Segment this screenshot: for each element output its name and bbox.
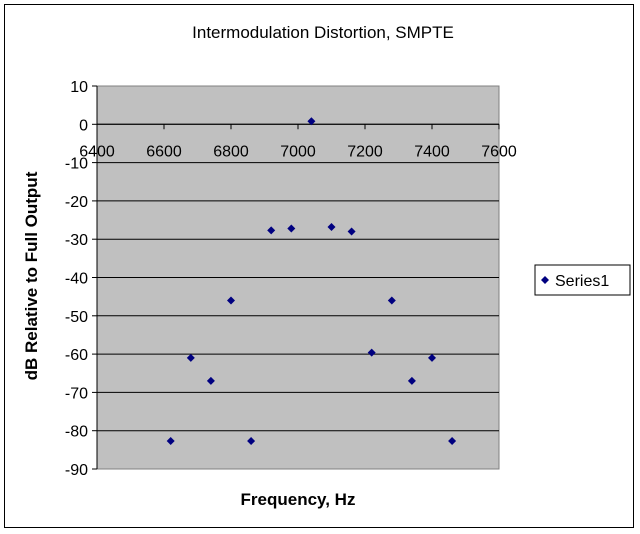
y-tick-label: -70 bbox=[65, 385, 88, 402]
chart-frame: Intermodulation Distortion, SMPTE 10 0 -10… bbox=[4, 4, 634, 528]
x-tick-label: 7400 bbox=[414, 143, 450, 160]
y-tick-label: -30 bbox=[65, 232, 88, 249]
y-tick-label: -40 bbox=[65, 271, 88, 288]
y-tick-label: -10 bbox=[65, 156, 88, 173]
y-axis-label: dB Relative to Full Output bbox=[22, 171, 41, 380]
data-point bbox=[448, 437, 457, 446]
x-tick-label: 6800 bbox=[213, 143, 249, 160]
data-point bbox=[287, 224, 296, 233]
x-tick-label: 7000 bbox=[280, 143, 316, 160]
y-tick-label: 0 bbox=[79, 117, 88, 134]
legend-label-series1: Series1 bbox=[555, 273, 609, 290]
data-point bbox=[387, 296, 396, 305]
x-tick-label: 6600 bbox=[146, 143, 182, 160]
legend-box bbox=[534, 264, 631, 296]
data-point bbox=[227, 296, 235, 305]
data-point bbox=[407, 376, 416, 385]
chart-title: Intermodulation Distortion, SMPTE bbox=[192, 23, 454, 42]
y-tick-label: -20 bbox=[65, 194, 88, 211]
data-point bbox=[186, 353, 195, 362]
y-tick-label: -90 bbox=[65, 462, 88, 479]
data-point bbox=[267, 226, 276, 235]
y-tick-label: 10 bbox=[70, 79, 88, 96]
data-point bbox=[166, 437, 175, 446]
y-tick-label: -80 bbox=[65, 424, 88, 441]
legend: Series1 bbox=[534, 264, 631, 296]
data-point bbox=[327, 222, 336, 231]
legend-marker-series1 bbox=[541, 276, 549, 284]
x-axis: 6400 6600 6800 7000 7200 7400 7600 bbox=[79, 86, 517, 469]
data-points bbox=[166, 117, 457, 446]
data-point bbox=[367, 348, 376, 357]
x-axis-label: Frequency, Hz bbox=[241, 490, 356, 509]
y-axis-ticks: 10 0 -10 -20 -30 -40 -50 -60 -70 -80 -90 bbox=[65, 79, 97, 479]
x-tick-label: 7600 bbox=[481, 143, 517, 160]
x-tick-label: 6400 bbox=[79, 143, 115, 160]
data-point bbox=[347, 227, 356, 236]
data-point bbox=[428, 353, 436, 362]
data-point bbox=[247, 437, 256, 446]
scatter-chart: Intermodulation Distortion, SMPTE 10 0 -10… bbox=[22, 23, 631, 509]
y-tick-label: -60 bbox=[65, 347, 88, 364]
data-point bbox=[307, 117, 316, 126]
y-tick-label: -50 bbox=[65, 309, 88, 326]
data-point bbox=[206, 376, 215, 385]
x-tick-label: 7200 bbox=[347, 143, 383, 160]
